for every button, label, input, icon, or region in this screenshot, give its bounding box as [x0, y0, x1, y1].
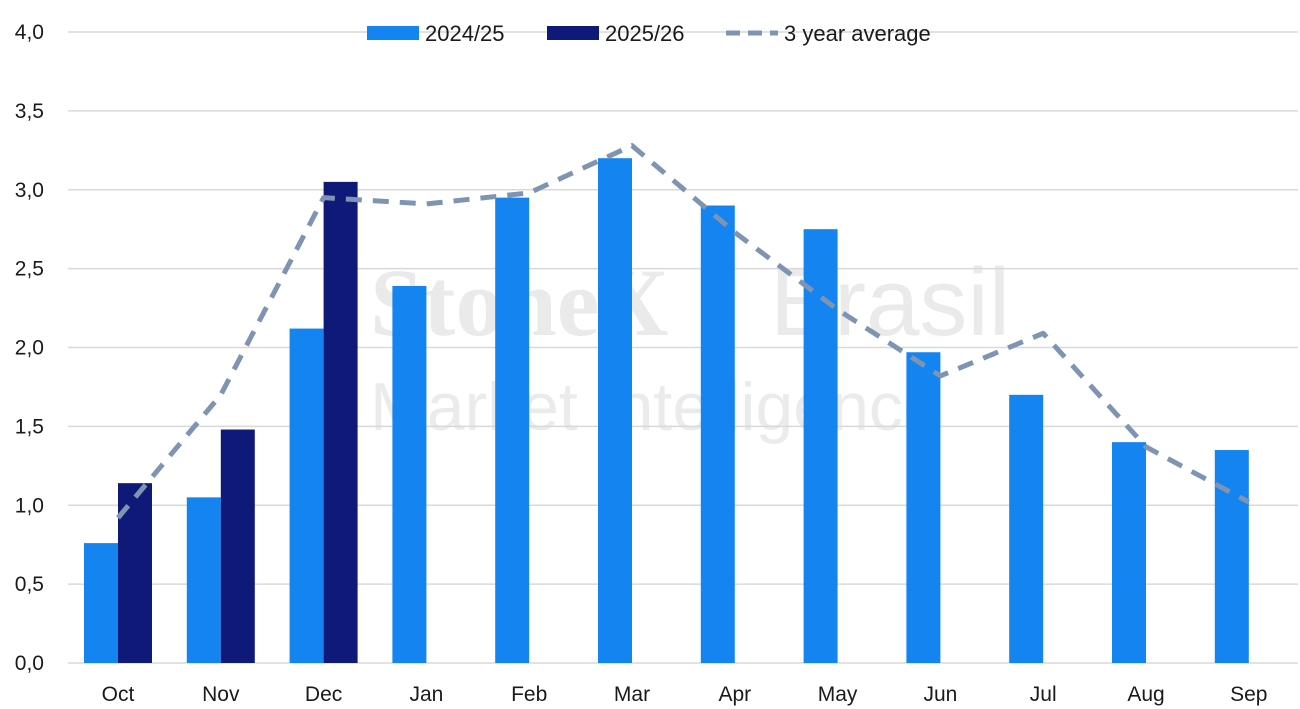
x-tick-label: Feb	[511, 683, 547, 706]
bar-2024-25	[1214, 450, 1249, 663]
y-tick-label: 3,0	[15, 179, 44, 202]
y-tick-label: 1,5	[15, 415, 44, 438]
legend-label-2024-25: 2024/25	[425, 21, 505, 46]
legend-label-2025-26: 2025/26	[605, 21, 685, 46]
bar-2024-25	[906, 352, 941, 663]
y-tick-label: 3,5	[15, 100, 44, 123]
bar-2024-25	[289, 328, 324, 663]
x-tick-label: May	[818, 683, 858, 706]
x-tick-label: Oct	[102, 683, 135, 706]
x-tick-label: Jan	[409, 683, 443, 706]
x-axis-ticks: Oct Nov Dec Jan Feb Mar Apr May Jun Jul Aug Sep	[102, 683, 1268, 706]
bar-2024-25	[392, 285, 427, 663]
bar-2025-26	[220, 429, 255, 663]
bar-2024-25	[803, 229, 838, 663]
bar-2024-25	[495, 197, 530, 663]
x-tick-label: Jul	[1030, 683, 1057, 706]
bar-2024-25	[1009, 394, 1044, 663]
legend-swatch-2025-26	[547, 26, 599, 40]
watermark-tagline: Market Intelligence	[370, 369, 941, 445]
legend-swatch-2024-25	[367, 26, 419, 40]
x-tick-label: Mar	[614, 683, 650, 706]
average-line-group	[116, 143, 1250, 520]
x-tick-label: Nov	[202, 683, 240, 706]
y-tick-label: 1,0	[15, 494, 44, 517]
legend-label-average: 3 year average	[784, 21, 931, 46]
legend: 2024/25 2025/26 3 year average	[367, 21, 931, 46]
x-tick-label: Sep	[1230, 683, 1267, 706]
x-tick-label: Apr	[718, 683, 751, 706]
y-tick-label: 2,5	[15, 258, 44, 281]
bar-2024-25	[84, 543, 118, 663]
x-tick-label: Dec	[305, 683, 342, 706]
gridlines	[68, 31, 1298, 664]
bar-2024-25	[1112, 442, 1146, 663]
y-axis-ticks: 0,0 0,5 1,0 1,5 2,0 2,5 3,0 3,5 4,0	[15, 21, 44, 675]
bar-2024-25	[700, 205, 735, 663]
y-tick-label: 4,0	[15, 21, 44, 44]
y-tick-label: 0,5	[15, 573, 44, 596]
x-tick-label: Aug	[1127, 683, 1164, 706]
x-tick-label: Jun	[923, 683, 957, 706]
average-line	[116, 143, 1250, 520]
bar-2024-25	[598, 158, 632, 663]
bar-2025-26	[323, 181, 358, 664]
bar-2024-25	[186, 497, 221, 663]
y-tick-label: 0,0	[15, 652, 44, 675]
y-tick-label: 2,0	[15, 337, 44, 360]
